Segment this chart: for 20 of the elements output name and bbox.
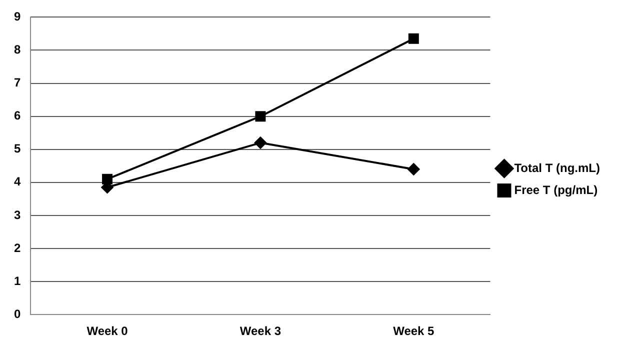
point [102, 174, 113, 184]
point [408, 33, 419, 44]
x-tick-label: Week 5 [393, 324, 435, 338]
y-tick-label: 4 [14, 174, 21, 189]
point [408, 163, 420, 176]
y-tick-label: 2 [14, 240, 21, 255]
y-tick-label: 1 [14, 274, 21, 288]
point [255, 111, 266, 122]
point [254, 136, 266, 149]
y-tick-label: 0 [14, 306, 21, 321]
y-tick-label: 7 [14, 76, 21, 90]
legend-label: Free T (pg/mL) [514, 182, 598, 197]
y-tick-label: 6 [14, 108, 21, 123]
legend-label: Total T (ng.mL) [514, 160, 600, 175]
x-tick-label: Week 3 [240, 324, 282, 338]
y-tick-label: 5 [14, 142, 21, 156]
y-tick-label: 9 [14, 10, 21, 24]
y-tick-label: 3 [14, 208, 21, 222]
x-tick-label: Week 0 [86, 324, 128, 338]
y-tick-label: 8 [14, 42, 21, 57]
